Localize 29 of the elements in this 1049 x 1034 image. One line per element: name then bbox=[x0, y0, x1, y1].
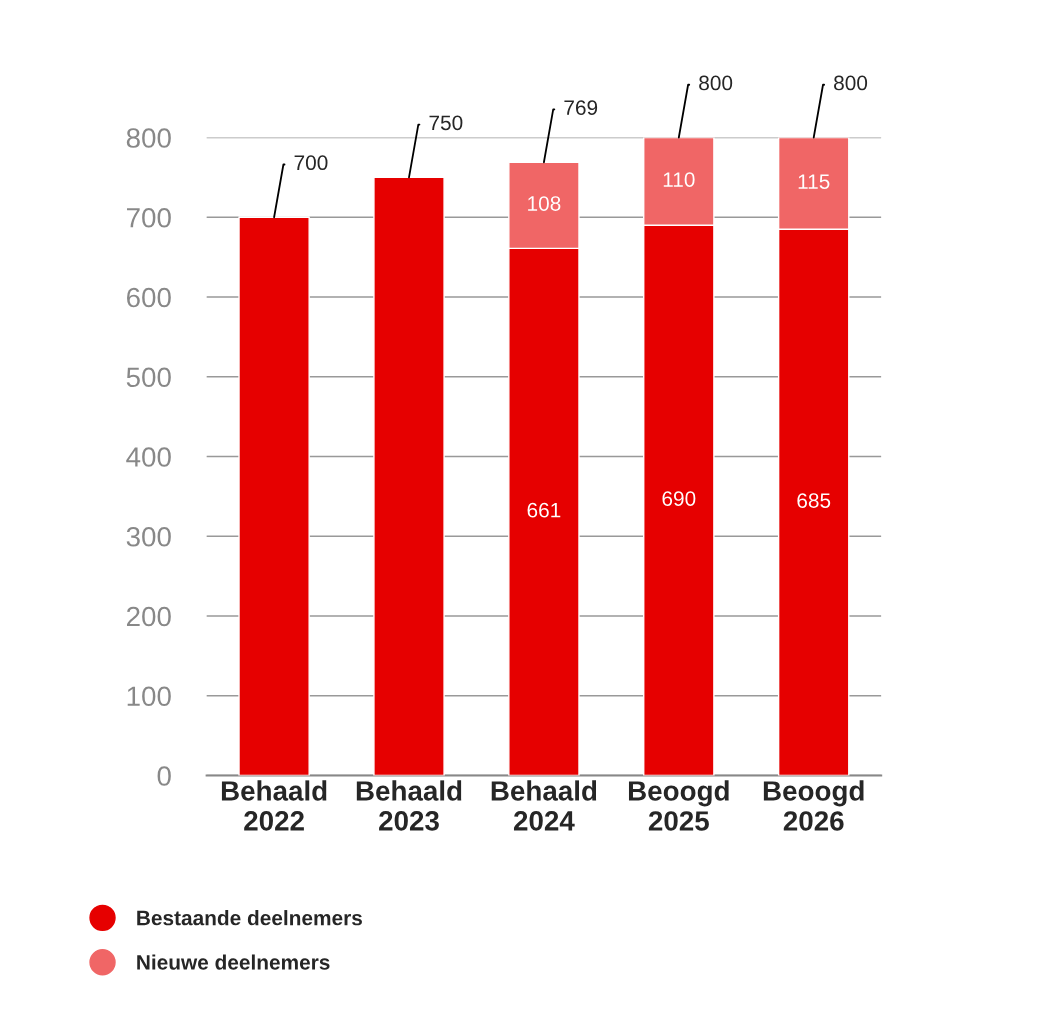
total-label: 700 bbox=[294, 155, 328, 171]
data-label: 115 bbox=[798, 174, 830, 189]
x-tick-label: Behaald 2024 bbox=[491, 780, 597, 831]
y-tick-label: 0 bbox=[157, 766, 171, 786]
x-tick-label: Beoogd 2026 bbox=[763, 780, 864, 831]
y-tick-label: 800 bbox=[126, 128, 171, 148]
total-label: 800 bbox=[834, 75, 868, 91]
bar bbox=[238, 216, 310, 776]
legend-label: Nieuwe deelnemers bbox=[137, 954, 330, 970]
y-tick-label: 300 bbox=[126, 526, 171, 547]
data-label: 661 bbox=[527, 502, 561, 518]
total-label: 800 bbox=[699, 75, 733, 91]
total-label: 750 bbox=[429, 115, 463, 131]
legend-label: Bestaande deelnemers bbox=[137, 910, 362, 926]
y-tick-label: 100 bbox=[127, 686, 171, 707]
x-tick-label: Behaald 2023 bbox=[356, 780, 462, 831]
y-tick-label: 700 bbox=[127, 207, 171, 228]
y-tick-label: 600 bbox=[127, 287, 171, 308]
x-tick-label: Behaald 2022 bbox=[221, 780, 327, 831]
data-label: 685 bbox=[797, 493, 831, 508]
total-label: 769 bbox=[564, 100, 598, 116]
y-tick-label: 400 bbox=[126, 447, 171, 467]
y-tick-label: 500 bbox=[126, 367, 171, 388]
y-tick-label: 200 bbox=[126, 606, 171, 627]
data-label: 108 bbox=[528, 196, 561, 211]
data-label: 690 bbox=[662, 491, 696, 506]
data-label: 110 bbox=[663, 172, 695, 187]
bar bbox=[373, 176, 445, 776]
x-tick-label: Beoogd 2025 bbox=[628, 780, 729, 831]
